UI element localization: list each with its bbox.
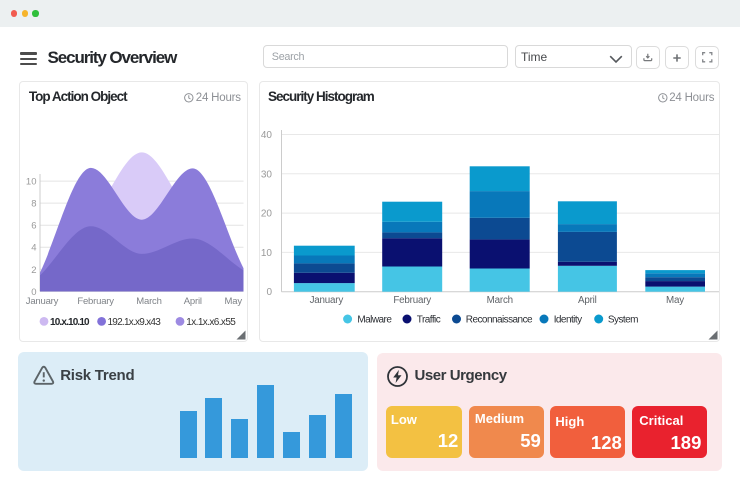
svg-text:4: 4 — [31, 243, 36, 254]
svg-text:January: January — [310, 295, 344, 306]
svg-text:8: 8 — [31, 199, 36, 210]
svg-text:Identity: Identity — [554, 315, 582, 326]
svg-text:May: May — [666, 295, 684, 306]
svg-text:2: 2 — [31, 265, 36, 276]
svg-text:10: 10 — [26, 177, 37, 188]
svg-text:30: 30 — [261, 169, 273, 180]
svg-text:40: 40 — [261, 130, 273, 141]
svg-text:20: 20 — [261, 209, 273, 220]
svg-text:System: System — [608, 315, 638, 326]
svg-text:10: 10 — [261, 248, 273, 259]
svg-text:March: March — [487, 295, 513, 306]
svg-text:0: 0 — [266, 287, 272, 298]
svg-text:10.x.10.10: 10.x.10.10 — [50, 317, 90, 328]
svg-text:February: February — [393, 295, 431, 306]
svg-text:Traffic: Traffic — [417, 315, 441, 326]
svg-text:May: May — [225, 296, 243, 307]
svg-text:April: April — [184, 296, 202, 307]
svg-text:January: January — [26, 296, 59, 307]
svg-text:Reconnaissance: Reconnaissance — [466, 315, 533, 326]
svg-text:192.1x.x9.x43: 192.1x.x9.x43 — [108, 317, 162, 328]
svg-text:Malware: Malware — [357, 315, 392, 326]
svg-text:6: 6 — [31, 221, 36, 232]
svg-text:April: April — [578, 295, 597, 306]
svg-text:March: March — [136, 296, 161, 307]
svg-text:February: February — [77, 296, 114, 307]
svg-text:1x.1x.x6.x55: 1x.1x.x6.x55 — [186, 317, 236, 328]
svg-text:0: 0 — [31, 287, 36, 298]
